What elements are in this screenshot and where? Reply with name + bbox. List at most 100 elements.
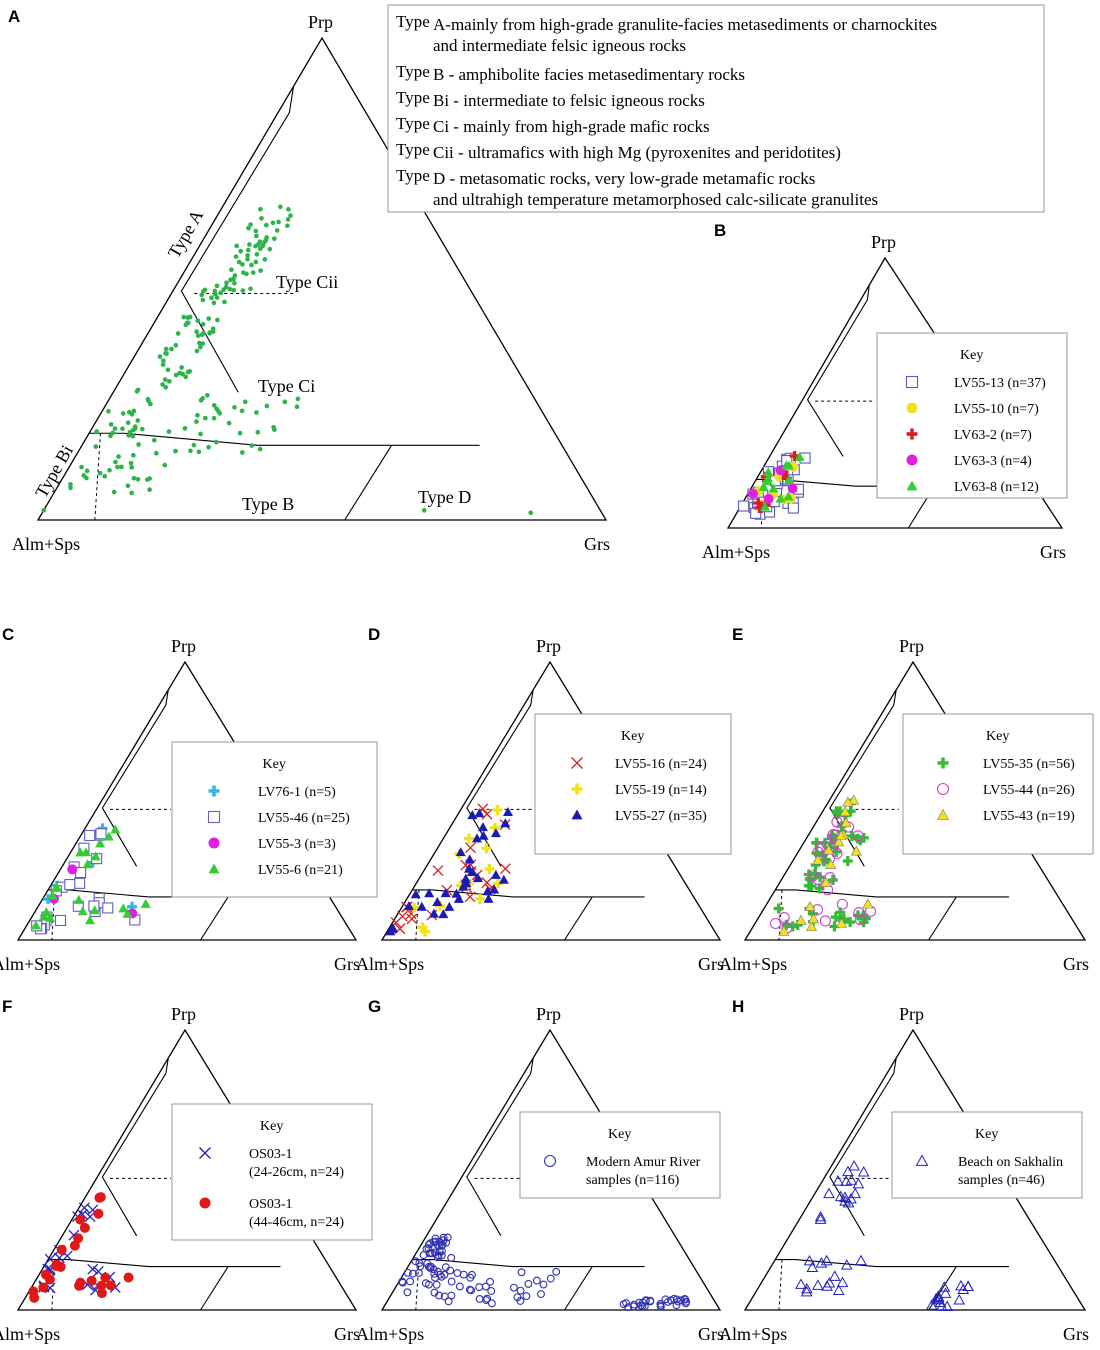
- legend-title: Key: [263, 757, 286, 772]
- data-point: [661, 1295, 670, 1304]
- data-point: [444, 1297, 453, 1306]
- data-point: [185, 315, 191, 320]
- data-point: [783, 475, 794, 485]
- data-point: [808, 913, 820, 924]
- data-point: [240, 288, 246, 293]
- data-point: [264, 235, 269, 240]
- data-point: [64, 879, 76, 891]
- data-point: [552, 1267, 561, 1276]
- apex-label-alm-sps: Alm+Sps: [702, 542, 770, 562]
- data-point: [151, 437, 157, 443]
- data-point: [406, 913, 418, 925]
- field-boundary: [806, 284, 870, 457]
- data-point: [925, 1299, 938, 1310]
- data-point: [236, 259, 242, 265]
- data-point: [396, 910, 408, 922]
- data-point: [254, 233, 259, 239]
- data-point: [118, 903, 129, 913]
- data-point: [38, 1282, 49, 1293]
- data-point: [839, 1191, 851, 1202]
- data-point: [953, 1293, 966, 1305]
- data-point: [200, 297, 206, 303]
- apex-label-grs: Grs: [1063, 954, 1089, 974]
- data-point: [131, 408, 137, 414]
- data-point: [214, 283, 220, 289]
- data-point: [455, 847, 466, 857]
- data-point: [264, 403, 270, 409]
- data-point: [422, 1244, 431, 1253]
- data-point: [747, 488, 758, 499]
- data-point: [198, 431, 203, 437]
- field-boundary: [412, 1259, 645, 1268]
- data-point: [221, 287, 226, 293]
- type-legend-text: Ci - mainly from high-grade mafic rocks: [433, 117, 710, 136]
- data-point: [105, 1280, 116, 1291]
- data-point: [440, 1292, 449, 1301]
- data-point: [160, 382, 165, 387]
- data-point: [672, 1295, 681, 1304]
- dashed-boundary: [778, 1259, 783, 1311]
- data-point: [233, 254, 239, 259]
- field-boundary: [466, 1057, 534, 1237]
- data-point: [79, 464, 84, 470]
- apex-label-alm-sps: Alm+Sps: [719, 1324, 787, 1344]
- data-point: [120, 411, 126, 416]
- data-point: [254, 251, 260, 257]
- legend-entry-detail: samples (n=116): [586, 1173, 680, 1188]
- panel-letter: C: [2, 625, 14, 644]
- data-point: [546, 1274, 555, 1283]
- data-point: [483, 1294, 492, 1303]
- data-point: [490, 869, 501, 879]
- data-point: [81, 473, 87, 478]
- data-point: [490, 828, 501, 838]
- data-point: [129, 490, 135, 496]
- data-point: [483, 893, 494, 903]
- data-point: [427, 1262, 435, 1271]
- legend-entry-label: LV55-27 (n=35): [615, 809, 707, 824]
- data-point: [444, 901, 455, 911]
- data-point: [245, 253, 250, 258]
- data-point: [108, 422, 114, 427]
- data-point: [406, 1277, 415, 1286]
- data-point: [825, 858, 837, 869]
- type-b-label: Type B: [242, 494, 294, 514]
- data-point: [199, 1147, 211, 1159]
- data-point: [96, 1280, 107, 1291]
- data-point: [128, 460, 134, 466]
- data-point: [435, 1247, 444, 1256]
- data-point: [248, 286, 253, 292]
- data-point: [245, 256, 250, 262]
- data-point: [466, 1273, 475, 1282]
- data-point: [839, 1195, 852, 1206]
- apex-label-prp: Prp: [536, 1004, 561, 1024]
- legend-box: [891, 1111, 1083, 1199]
- data-point: [258, 206, 263, 212]
- data-point: [906, 402, 918, 414]
- data-point: [194, 329, 199, 334]
- dashed-boundary: [415, 889, 420, 941]
- type-legend-text: D - metasomatic rocks, very low-grade me…: [433, 169, 815, 188]
- data-point: [424, 1280, 433, 1289]
- data-point: [200, 321, 206, 327]
- data-point: [787, 921, 798, 932]
- data-point: [250, 270, 256, 275]
- data-point: [842, 1165, 854, 1177]
- data-point: [432, 1280, 441, 1289]
- data-point: [263, 222, 269, 228]
- data-point: [249, 262, 254, 268]
- type-legend-text: B - amphibolite facies metasedimentary r…: [433, 65, 745, 84]
- data-point: [278, 204, 283, 210]
- data-point: [284, 223, 290, 229]
- data-point: [84, 829, 96, 842]
- data-point: [94, 429, 99, 434]
- data-point: [415, 1259, 424, 1267]
- data-point: [93, 444, 99, 449]
- data-point: [208, 785, 220, 797]
- data-point: [467, 867, 478, 877]
- data-point: [194, 419, 199, 424]
- data-point: [453, 1269, 462, 1277]
- data-point: [487, 1287, 496, 1295]
- data-point: [846, 831, 857, 842]
- data-point: [839, 806, 851, 817]
- data-point: [768, 483, 779, 493]
